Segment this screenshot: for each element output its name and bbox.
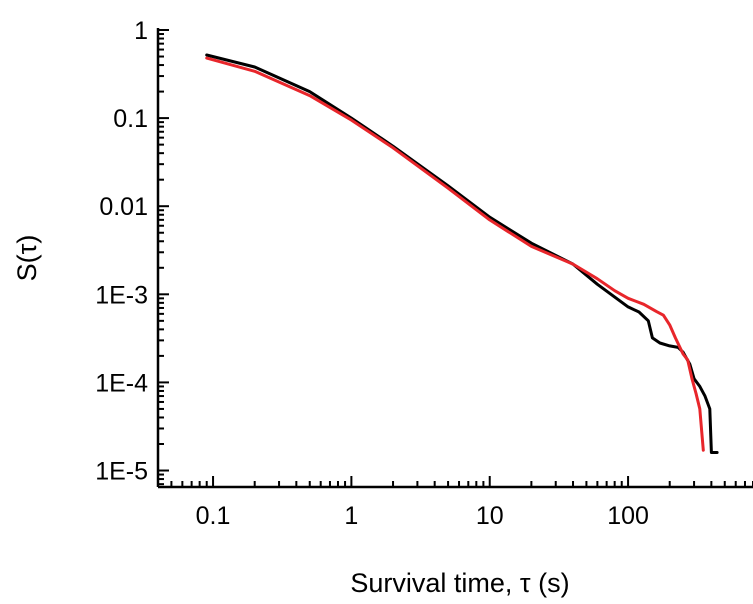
y-tick-label: 1 (134, 17, 148, 45)
series-group (205, 53, 719, 454)
y-tick-label: 0.01 (99, 193, 148, 221)
x-axis-title: Survival time, τ (s) (350, 568, 569, 598)
x-tick-label: 1 (344, 502, 358, 530)
y-tick-label: 0.1 (113, 105, 148, 133)
y-axis-title: S(τ) (12, 235, 42, 282)
ticks-group: 0.1 1 10 100 1 0.1 0.01 1E-3 1E-4 1E-5 (95, 17, 753, 530)
x-tick-label: 10 (476, 502, 504, 530)
y-tick-label: 1E-5 (95, 458, 148, 486)
series-line-2 (205, 56, 705, 452)
x-tick-label: 0.1 (196, 502, 231, 530)
series-line-1 (205, 53, 719, 454)
axes-frame (156, 28, 753, 489)
y-tick-label: 1E-4 (95, 369, 148, 397)
x-tick-label: 100 (607, 502, 649, 530)
y-tick-label: 1E-3 (95, 281, 148, 309)
